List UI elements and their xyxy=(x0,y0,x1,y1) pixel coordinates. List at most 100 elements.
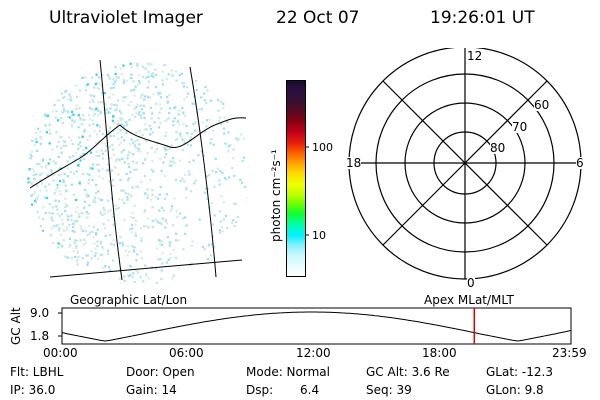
aurora-speckle xyxy=(59,193,62,196)
aurora-speckle xyxy=(179,132,182,135)
colorbar-label: photon cm⁻²s⁻¹ xyxy=(269,149,283,242)
aurora-speckle xyxy=(120,151,123,154)
aurora-speckle xyxy=(184,216,187,219)
aurora-speckle xyxy=(200,150,203,153)
aurora-speckle xyxy=(64,110,67,113)
aurora-speckle xyxy=(35,137,38,140)
aurora-speckle xyxy=(63,96,66,99)
aurora-speckle xyxy=(135,131,138,134)
aurora-speckle xyxy=(75,107,78,110)
aurora-speckle xyxy=(34,131,37,135)
aurora-speckle xyxy=(167,258,170,261)
aurora-speckle xyxy=(29,153,32,156)
aurora-speckle xyxy=(88,118,91,121)
aurora-speckle xyxy=(155,102,158,105)
aurora-speckle xyxy=(118,158,121,161)
info-mode: Mode: Normal xyxy=(246,365,330,379)
aurora-speckle xyxy=(235,137,238,140)
aurora-speckle xyxy=(71,125,74,128)
aurora-speckle xyxy=(158,239,161,242)
aurora-speckle xyxy=(33,190,36,193)
aurora-speckle xyxy=(131,275,134,278)
aurora-speckle xyxy=(104,102,107,106)
aurora-speckle xyxy=(109,233,112,236)
aurora-speckle xyxy=(190,244,193,247)
aurora-speckle xyxy=(147,277,151,280)
aurora-speckle xyxy=(119,178,122,181)
aurora-speckle xyxy=(151,131,154,134)
aurora-speckle xyxy=(86,234,89,237)
aurora-speckle xyxy=(39,225,42,228)
aurora-speckle xyxy=(105,169,109,172)
aurora-speckle xyxy=(181,82,184,85)
aurora-speckle xyxy=(107,199,110,202)
aurora-speckle xyxy=(61,111,64,114)
aurora-speckle xyxy=(80,123,83,126)
aurora-speckle xyxy=(143,158,147,161)
aurora-speckle xyxy=(52,225,56,228)
aurora-speckle xyxy=(165,222,169,225)
aurora-speckle xyxy=(157,258,160,261)
aurora-speckle xyxy=(140,181,143,184)
aurora-speckle xyxy=(62,121,65,124)
aurora-speckle xyxy=(212,143,215,146)
aurora-speckle xyxy=(146,217,149,220)
aurora-speckle xyxy=(107,163,110,166)
aurora-speckle xyxy=(144,157,147,160)
aurora-speckle xyxy=(51,219,54,222)
aurora-speckle xyxy=(203,99,206,102)
aurora-speckle xyxy=(162,209,165,212)
aurora-speckle xyxy=(59,243,62,246)
aurora-speckle xyxy=(75,198,79,201)
aurora-speckle xyxy=(76,206,79,209)
aurora-speckle xyxy=(154,73,158,76)
aurora-speckle xyxy=(132,141,135,144)
altitude-ylabel: GC Alt xyxy=(9,307,23,345)
date-display: 22 Oct 07 xyxy=(276,8,360,28)
aurora-speckle xyxy=(168,147,171,150)
aurora-speckle xyxy=(97,169,101,172)
aurora-speckle xyxy=(131,160,135,163)
aurora-speckle xyxy=(36,163,39,166)
aurora-speckle xyxy=(195,80,198,83)
aurora-speckle xyxy=(39,179,42,182)
aurora-speckle xyxy=(101,253,104,256)
aurora-speckle xyxy=(136,62,139,65)
aurora-speckle xyxy=(209,142,212,145)
aurora-speckle xyxy=(96,244,99,248)
aurora-speckle xyxy=(128,250,131,253)
aurora-speckle xyxy=(131,186,134,189)
aurora-speckle xyxy=(60,212,63,215)
aurora-speckle xyxy=(57,242,60,245)
aurora-speckle xyxy=(87,178,90,181)
aurora-speckle xyxy=(205,187,208,190)
aurora-speckle xyxy=(92,114,95,117)
aurora-speckle xyxy=(68,237,71,241)
aurora-speckle xyxy=(86,263,89,267)
aurora-speckle xyxy=(119,117,122,120)
aurora-speckle xyxy=(114,166,117,169)
aurora-speckle xyxy=(173,161,176,164)
aurora-speckle xyxy=(31,203,34,206)
aurora-speckle xyxy=(207,243,211,246)
aurora-speckle xyxy=(246,197,250,200)
aurora-speckle xyxy=(94,83,97,86)
aurora-speckle xyxy=(124,192,127,195)
aurora-speckle xyxy=(158,193,161,196)
aurora-speckle xyxy=(173,106,176,110)
aurora-speckle xyxy=(114,204,117,207)
aurora-speckle xyxy=(76,251,79,255)
aurora-speckle xyxy=(168,244,171,247)
aurora-speckle xyxy=(136,83,139,86)
aurora-speckle xyxy=(131,113,134,116)
aurora-speckle xyxy=(58,215,61,218)
aurora-speckle xyxy=(79,159,82,162)
aurora-speckle xyxy=(115,78,118,81)
aurora-speckle xyxy=(184,232,187,235)
aurora-speckle xyxy=(183,138,186,141)
info-gain: Gain: 14 xyxy=(126,383,177,397)
aurora-speckle xyxy=(219,116,222,119)
aurora-speckle xyxy=(50,216,53,219)
aurora-speckle xyxy=(95,252,98,255)
aurora-speckle xyxy=(79,227,82,230)
